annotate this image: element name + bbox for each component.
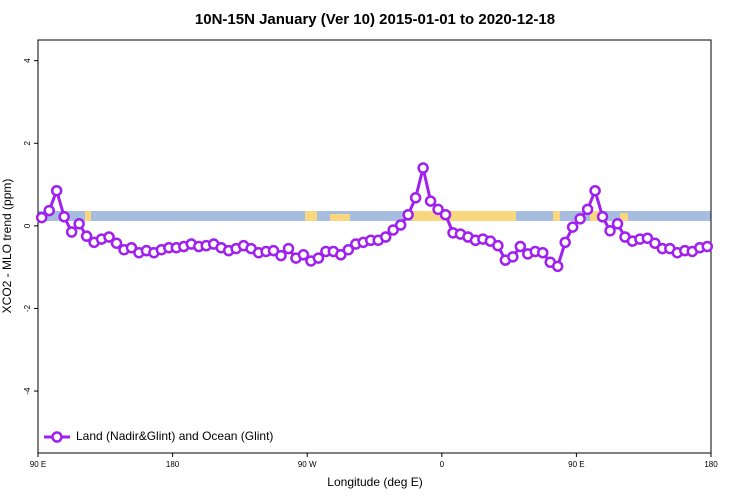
data-point (432, 203, 444, 216)
y-tick-label: -2 (23, 304, 32, 312)
y-axis-label: XCO2 - MLO trend (ppm) (0, 179, 14, 314)
data-point (701, 240, 714, 253)
data-point (581, 203, 594, 216)
data-point (379, 231, 392, 243)
data-point (559, 236, 571, 249)
data-point (424, 195, 437, 207)
land-patch (330, 214, 350, 221)
data-point (439, 208, 452, 221)
x-tick-label: 0 (440, 460, 445, 469)
land-patch (553, 211, 560, 221)
y-tick-label: 4 (23, 58, 32, 63)
data-point (58, 211, 70, 223)
data-point (35, 211, 48, 224)
data-point (507, 251, 519, 263)
data-point (417, 162, 429, 174)
data-point (649, 237, 661, 249)
y-tick-label: -4 (23, 387, 32, 395)
x-axis-label: Longitude (deg E) (327, 475, 422, 489)
data-point (537, 246, 549, 259)
y-tick-label: 2 (23, 140, 32, 145)
data-point (387, 224, 399, 236)
plot-frame (37, 39, 712, 454)
data-point (514, 240, 527, 253)
data-point (50, 184, 63, 197)
legend-label: Land (Nadir&Glint) and Ocean (Glint) (76, 429, 273, 443)
data-point (641, 232, 654, 244)
data-point (596, 211, 609, 223)
land-patch (412, 211, 516, 221)
legend-marker (51, 431, 63, 443)
data-point (394, 219, 407, 231)
data-point (125, 241, 138, 254)
x-tick-label: 90 E (568, 460, 584, 469)
data-point (551, 260, 564, 273)
data-point (604, 225, 616, 237)
x-tick-label: 90 W (298, 460, 317, 469)
ocean-band (38, 211, 711, 221)
land-patch (85, 211, 91, 221)
data-point (492, 239, 504, 252)
data-point (611, 218, 624, 230)
data-point (297, 249, 310, 261)
land-patch (305, 211, 317, 221)
surface-strip (38, 211, 711, 221)
data-point (574, 213, 586, 225)
data-point (589, 184, 601, 197)
data-point (275, 249, 287, 262)
land-patch (620, 213, 628, 221)
data-point (103, 231, 115, 243)
data-point (267, 244, 280, 257)
data-point (65, 226, 78, 238)
data-point (342, 244, 355, 256)
data-point (409, 192, 422, 204)
y-tick-label: 0 (23, 223, 32, 228)
data-point (566, 221, 579, 233)
data-point (282, 242, 295, 255)
data-point (335, 249, 347, 261)
x-tick-label: 90 E (30, 460, 46, 469)
data-point (402, 208, 414, 221)
x-tick-label: 180 (166, 460, 180, 469)
chart-title: 10N-15N January (Ver 10) 2015-01-01 to 2… (195, 11, 555, 28)
data-point (43, 204, 55, 217)
data-point (110, 237, 123, 249)
data-point (80, 230, 93, 242)
data-point (73, 218, 85, 230)
data-point (312, 252, 325, 264)
x-tick-label: 180 (704, 460, 718, 469)
